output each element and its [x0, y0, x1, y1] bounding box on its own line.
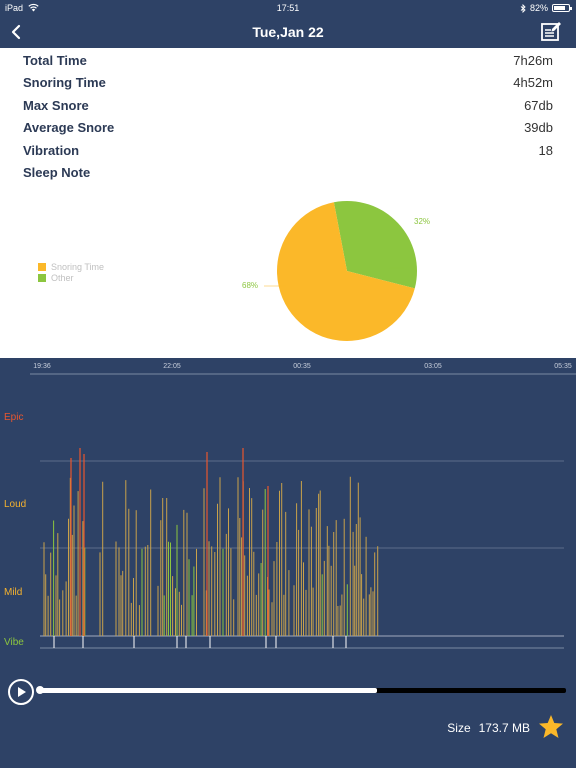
edit-note-button[interactable]: [540, 20, 562, 42]
tick-label: 19:36: [33, 363, 51, 370]
vibration-markers: [53, 636, 347, 648]
pie-label-snoring: 68%: [242, 281, 259, 290]
stat-vibration: Vibration 18: [23, 142, 553, 158]
progress-handle[interactable]: [36, 686, 44, 694]
play-button[interactable]: [8, 679, 34, 705]
clock: 17:51: [276, 3, 300, 13]
level-label-epic: Epic: [4, 412, 24, 423]
stat-average-snore: Average Snore 39db: [23, 119, 553, 135]
tick-label: 00:35: [293, 363, 311, 370]
nav-bar: Tue,Jan 22: [0, 16, 576, 48]
pie-slice-snoring-time: [277, 202, 415, 341]
stat-max-snore: Max Snore 67db: [23, 97, 553, 113]
battery-icon: [552, 4, 572, 12]
snore-bars: [43, 448, 379, 636]
status-bar: iPad 17:51 82%: [0, 0, 576, 16]
playback-progress-slider[interactable]: [36, 686, 566, 694]
level-label-loud: Loud: [4, 499, 27, 510]
size-label: Size: [447, 721, 471, 735]
tick-label: 05:35: [554, 363, 572, 370]
snoring-pie-chart: [264, 201, 417, 341]
pie-legend: Snoring Time Other: [38, 261, 104, 283]
bluetooth-icon: [520, 3, 526, 13]
device-name: iPad: [5, 3, 24, 13]
stat-snoring-time: Snoring Time 4h52m: [23, 74, 553, 90]
page-title: Tue,Jan 22: [252, 24, 324, 40]
wifi-icon: [28, 3, 39, 12]
level-label-mild: Mild: [4, 587, 23, 598]
pie-slice-other: [333, 201, 417, 289]
battery-percent: 82%: [529, 3, 548, 13]
pie-label-other: 32%: [414, 217, 431, 226]
snore-timeline: 19:36 22:05 00:35 03:05 05:35 Epic Loud …: [0, 358, 576, 768]
legend-item-other: Other: [38, 272, 104, 283]
favorite-button[interactable]: [538, 714, 564, 740]
tick-label: 22:05: [163, 363, 181, 370]
progress-fill: [40, 688, 377, 693]
size-value: 173.7 MB: [478, 721, 530, 735]
level-label-vibe: Vibe: [4, 637, 24, 648]
timeline-chart: [30, 373, 576, 649]
chevron-left-icon: [11, 24, 21, 40]
stat-total-time: Total Time 7h26m: [23, 52, 553, 68]
sleep-summary: Total Time 7h26m Snoring Time 4h52m Max …: [0, 48, 576, 358]
edit-note-icon: [541, 22, 561, 41]
legend-swatch: [38, 273, 46, 282]
star-icon: [539, 715, 563, 738]
legend-swatch: [38, 262, 46, 271]
back-button[interactable]: [6, 21, 26, 43]
legend-item-snoring: Snoring Time: [38, 261, 104, 272]
tick-label: 03:05: [424, 363, 442, 370]
sleep-note-row[interactable]: Sleep Note: [23, 164, 91, 180]
recording-size: Size 173.7 MB: [447, 721, 530, 735]
